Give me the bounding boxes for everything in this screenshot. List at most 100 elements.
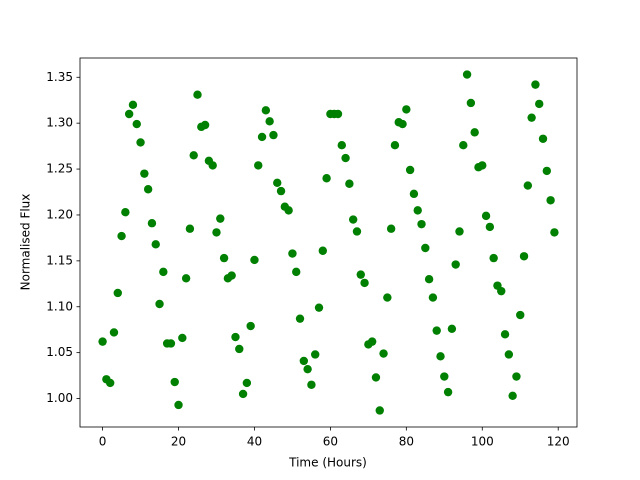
point — [478, 161, 487, 170]
point — [497, 286, 506, 296]
point — [159, 267, 168, 277]
point — [333, 109, 343, 119]
point — [428, 293, 438, 302]
point — [178, 333, 187, 343]
point — [132, 119, 141, 129]
point — [307, 380, 316, 389]
point — [147, 219, 157, 228]
point — [254, 161, 263, 170]
point — [360, 278, 369, 288]
point — [535, 99, 544, 109]
point — [269, 130, 278, 140]
point — [459, 141, 468, 150]
point — [311, 350, 320, 359]
point — [481, 211, 491, 221]
point — [216, 214, 225, 223]
point — [200, 120, 210, 130]
point — [356, 270, 365, 279]
point — [447, 324, 457, 333]
point — [386, 224, 396, 233]
point — [124, 109, 134, 119]
point — [470, 128, 479, 137]
point — [500, 330, 510, 339]
point — [440, 372, 449, 381]
point — [322, 174, 331, 183]
point — [413, 206, 422, 215]
point — [246, 321, 255, 331]
point — [519, 252, 529, 261]
point — [299, 356, 309, 366]
point — [166, 339, 176, 348]
point — [117, 231, 126, 241]
x-tick-label: 60 — [323, 435, 338, 449]
point — [314, 303, 324, 312]
x-tick-label: 100 — [471, 435, 494, 449]
point — [371, 373, 381, 382]
axes-frame — [79, 57, 578, 428]
point — [242, 378, 252, 388]
point — [398, 119, 407, 129]
point — [424, 275, 434, 284]
point — [295, 314, 305, 323]
y-tick-label: 1.25 — [46, 162, 73, 176]
point — [212, 228, 221, 237]
point — [436, 352, 445, 361]
point — [337, 141, 346, 150]
point — [367, 337, 377, 346]
x-tick-label: 0 — [99, 435, 107, 449]
point — [402, 105, 411, 114]
y-tick-label: 1.10 — [46, 299, 73, 313]
point — [318, 246, 328, 255]
point — [235, 344, 244, 354]
point — [485, 222, 495, 232]
point — [261, 106, 271, 115]
point — [98, 337, 107, 346]
point — [516, 310, 525, 320]
point — [273, 178, 282, 188]
point — [121, 208, 130, 217]
y-tick-label: 1.05 — [46, 345, 73, 359]
point — [489, 253, 498, 263]
point — [284, 206, 293, 215]
point — [193, 90, 202, 99]
point — [421, 243, 430, 253]
point — [219, 253, 229, 263]
point — [140, 169, 149, 178]
point — [238, 389, 248, 399]
y-tick-label: 1.15 — [46, 253, 73, 267]
point — [527, 113, 536, 122]
x-axis-label: Time (Hours) — [288, 456, 367, 470]
point — [109, 328, 119, 337]
point — [288, 249, 297, 258]
point — [155, 299, 164, 309]
point — [390, 141, 400, 150]
x-tick-label: 20 — [171, 435, 186, 449]
point — [292, 267, 301, 277]
y-tick-label: 1.20 — [46, 207, 73, 221]
point — [265, 117, 274, 126]
point — [341, 153, 350, 163]
point — [189, 151, 198, 160]
point — [443, 387, 453, 397]
point — [348, 215, 358, 224]
point — [455, 227, 464, 236]
point — [466, 98, 476, 108]
point — [352, 227, 362, 236]
y-tick-label: 1.35 — [46, 70, 73, 84]
point — [208, 161, 217, 170]
point — [462, 70, 472, 79]
point — [257, 132, 267, 142]
point — [250, 255, 259, 265]
point — [531, 80, 540, 89]
point — [227, 271, 236, 280]
point — [405, 165, 415, 175]
x-tick-label: 80 — [399, 435, 414, 449]
point — [375, 406, 384, 415]
point — [379, 349, 388, 358]
y-tick-label: 1.00 — [46, 391, 73, 405]
point — [151, 240, 160, 249]
point — [181, 274, 191, 283]
x-tick-label: 40 — [247, 435, 262, 449]
